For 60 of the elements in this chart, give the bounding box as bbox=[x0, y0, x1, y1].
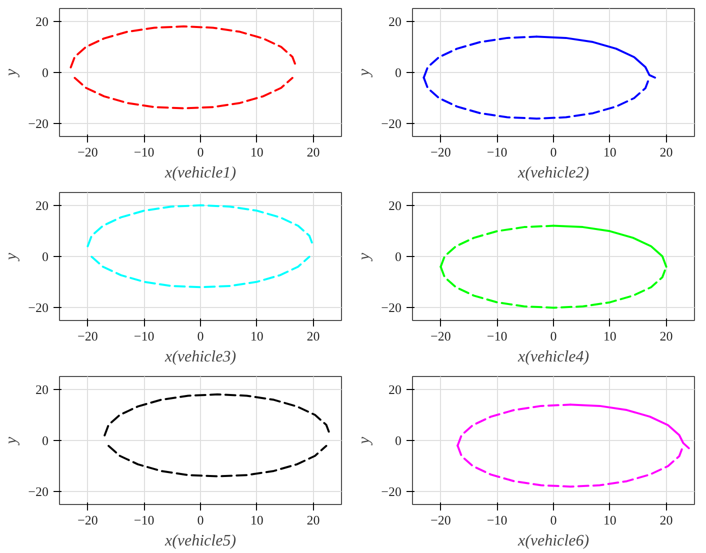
y-tick-label: 20 bbox=[388, 198, 402, 213]
y-axis-title: y bbox=[3, 68, 20, 78]
x-tick-label: 10 bbox=[603, 144, 616, 160]
y-tick-label: 0 bbox=[42, 433, 48, 448]
y-axis-title: y bbox=[356, 436, 374, 446]
y-tick-label: 20 bbox=[36, 14, 48, 29]
x-tick-label: 10 bbox=[250, 328, 264, 344]
x-tick-label: 0 bbox=[197, 144, 204, 160]
y-tick-label: −20 bbox=[381, 300, 402, 316]
y-tick-label: −20 bbox=[28, 484, 49, 500]
x-axis-title: x(vehicle1) bbox=[164, 164, 236, 182]
x-tick-label: −20 bbox=[430, 328, 451, 344]
x-tick-label: 10 bbox=[603, 328, 616, 344]
y-tick-label: −20 bbox=[28, 300, 49, 316]
x-tick-label: 10 bbox=[250, 144, 264, 160]
x-tick-label: 20 bbox=[660, 144, 673, 160]
y-tick-label: 0 bbox=[395, 65, 402, 80]
x-axis-title: x(vehicle3) bbox=[164, 348, 236, 366]
x-tick-label: 20 bbox=[660, 328, 673, 344]
y-tick-label: −20 bbox=[381, 484, 402, 500]
x-tick-label: −20 bbox=[78, 512, 98, 528]
x-tick-label: −10 bbox=[486, 328, 508, 344]
y-axis-title: y bbox=[3, 436, 20, 446]
x-tick-label: −20 bbox=[78, 144, 98, 160]
x-tick-label: 10 bbox=[250, 512, 264, 528]
x-tick-label: 0 bbox=[550, 328, 557, 344]
x-tick-label: 10 bbox=[603, 512, 616, 528]
y-tick-label: −20 bbox=[28, 116, 49, 132]
x-tick-label: −10 bbox=[134, 512, 154, 528]
x-tick-label: −10 bbox=[134, 328, 154, 344]
y-tick-label: 0 bbox=[395, 433, 402, 448]
x-tick-label: 20 bbox=[306, 328, 320, 344]
y-tick-label: 20 bbox=[36, 198, 48, 213]
x-tick-label: 0 bbox=[550, 512, 557, 528]
x-tick-label: 0 bbox=[197, 512, 204, 528]
x-tick-label: 0 bbox=[550, 144, 557, 160]
x-tick-label: −20 bbox=[430, 144, 451, 160]
y-tick-label: 20 bbox=[388, 14, 402, 29]
x-axis-title: x(vehicle4) bbox=[516, 348, 590, 366]
x-axis-title: x(vehicle6) bbox=[516, 532, 590, 550]
x-tick-label: 20 bbox=[306, 512, 320, 528]
x-tick-label: −10 bbox=[134, 144, 154, 160]
x-axis-title: x(vehicle5) bbox=[164, 532, 236, 550]
x-tick-label: −20 bbox=[430, 512, 451, 528]
x-tick-label: 20 bbox=[306, 144, 320, 160]
y-axis-title: y bbox=[356, 252, 374, 262]
x-axis-title: x(vehicle2) bbox=[516, 164, 590, 182]
y-tick-label: 20 bbox=[36, 382, 48, 397]
x-tick-label: −10 bbox=[486, 512, 508, 528]
y-tick-label: −20 bbox=[381, 116, 402, 132]
x-tick-label: 0 bbox=[197, 328, 204, 344]
y-axis-title: y bbox=[3, 252, 20, 262]
y-axis-title: y bbox=[356, 68, 374, 78]
y-tick-label: 0 bbox=[42, 249, 48, 264]
y-tick-label: 0 bbox=[42, 65, 48, 80]
x-tick-label: −20 bbox=[78, 328, 98, 344]
y-tick-label: 20 bbox=[388, 382, 402, 397]
x-tick-label: −10 bbox=[486, 144, 508, 160]
y-tick-label: 0 bbox=[395, 249, 402, 264]
x-tick-label: 20 bbox=[660, 512, 673, 528]
